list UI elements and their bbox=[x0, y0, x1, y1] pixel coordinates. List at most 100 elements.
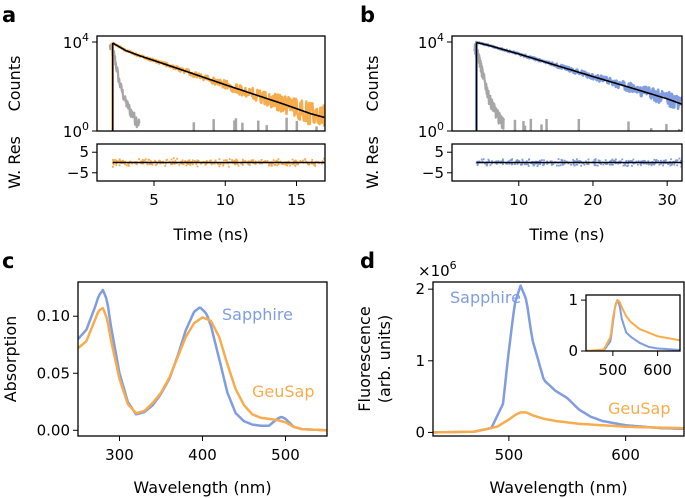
panel-b-residual-point bbox=[578, 160, 581, 162]
panel-a-residual-point bbox=[182, 163, 185, 166]
panel-a-residual-point bbox=[247, 163, 250, 165]
panel-b-ytick-label-base: 10 bbox=[418, 34, 437, 52]
panel-a-residual-point bbox=[115, 164, 118, 166]
panel-b-residual-point bbox=[676, 159, 679, 162]
panel-b-residual-point bbox=[671, 163, 673, 165]
panel-b-residual-point bbox=[614, 162, 617, 165]
panel-a-ytick-label-exp: 4 bbox=[82, 31, 89, 44]
panel-b-residual-point bbox=[647, 160, 650, 163]
panel-b-residual-point bbox=[625, 160, 628, 162]
panel-a-residual-point bbox=[276, 164, 279, 167]
panel-a-residual-point bbox=[231, 160, 234, 163]
panel-b-residual-point bbox=[593, 158, 596, 161]
panel-b-residual-point bbox=[673, 163, 676, 166]
panel-b-residual-point bbox=[626, 165, 628, 167]
panel-d-series-geusap bbox=[433, 411, 684, 434]
panel-b-residual-point bbox=[653, 158, 656, 161]
panel-a-residual-point bbox=[135, 163, 138, 166]
panel-b-residual-point bbox=[664, 159, 667, 162]
panel-a-residual-point bbox=[284, 163, 287, 166]
panel-b-residual-point bbox=[574, 160, 577, 163]
panel-c-xtick-label: 400 bbox=[188, 446, 217, 464]
panel-b-residual-point bbox=[678, 157, 681, 160]
panel-b-residual-frame bbox=[451, 143, 683, 182]
panel-b-residual-point bbox=[514, 160, 517, 163]
panel-a-residual-point bbox=[131, 162, 133, 165]
panel-a-residual-point bbox=[176, 157, 179, 160]
panel-a-residual-point bbox=[196, 165, 199, 168]
panel-b-residual-point bbox=[536, 165, 539, 168]
panel-b-residual-point bbox=[650, 164, 653, 167]
panel-a-residual-point bbox=[218, 158, 221, 161]
panel-b-residual-point bbox=[543, 159, 545, 162]
panel-a-res-ylabel: W. Res bbox=[5, 136, 24, 189]
panel-b-residual-point bbox=[585, 160, 587, 163]
panel-b-residual-point bbox=[631, 160, 633, 162]
panel-a-residual-point bbox=[146, 163, 149, 166]
panel-b-residual-point bbox=[525, 160, 528, 163]
panel-a-residual-point bbox=[236, 159, 239, 162]
panel-a-residual-point bbox=[143, 159, 146, 162]
panel-a-residual-point bbox=[181, 162, 184, 165]
panel-b-residual-point bbox=[669, 164, 672, 167]
panel-d-legend-geusap: GeuSap bbox=[608, 399, 671, 418]
panel-b-residual-point bbox=[476, 164, 479, 167]
panel-a-residual-point bbox=[223, 159, 225, 162]
panel-b-irf-line bbox=[473, 43, 505, 130]
panel-a-residual-point bbox=[162, 160, 164, 163]
panel-b-residual-point bbox=[577, 160, 580, 162]
panel-a-residual-point bbox=[166, 158, 168, 161]
panel-d-xtick-label: 500 bbox=[495, 446, 524, 464]
panel-b-residual-point bbox=[585, 162, 588, 165]
panel-b-residual-point bbox=[541, 159, 543, 162]
panel-a-ytick-label-exp: 0 bbox=[82, 120, 89, 133]
panel-b-residual-point bbox=[527, 165, 530, 167]
panel-a-residual-point bbox=[258, 162, 261, 165]
panel-a-residual-point bbox=[118, 164, 121, 167]
panel-b-residual-point bbox=[670, 158, 672, 161]
panel-b-residual-point bbox=[489, 164, 492, 166]
panel-b-residual-point bbox=[594, 159, 597, 162]
panel-b-residual-point bbox=[660, 162, 663, 165]
panel-a-residual-point bbox=[124, 160, 126, 163]
panel-b-residual-point bbox=[516, 159, 519, 161]
panel-b-residual-point bbox=[624, 164, 626, 167]
panel-a-residual-point bbox=[314, 162, 316, 165]
panel-b-residual-point bbox=[622, 164, 625, 167]
panel-a-residual-point bbox=[312, 162, 315, 165]
panel-a-residual-point bbox=[149, 160, 152, 162]
panel-a-residual-point bbox=[205, 160, 208, 162]
panel-a-residual-point bbox=[113, 160, 115, 163]
panel-b-res-ytick-label: 5 bbox=[434, 143, 444, 161]
panel-b-residual-point bbox=[572, 163, 575, 166]
panel-c-ytick-label: 0.10 bbox=[37, 307, 70, 325]
panel-b-residual-point bbox=[572, 162, 575, 165]
panel-a-residual-point bbox=[205, 163, 207, 165]
panel-a-residual-point bbox=[216, 162, 219, 165]
panel-a-residual-point bbox=[156, 163, 158, 165]
panel-a-residual-point bbox=[187, 159, 190, 162]
panel-b-residual-point bbox=[532, 164, 535, 167]
panel-b-residual-point bbox=[614, 158, 617, 161]
panel-b-residual-point bbox=[501, 159, 504, 161]
panel-a-fit-line bbox=[112, 42, 325, 119]
panel-a-residual-point bbox=[210, 163, 213, 166]
panel-b-fit-line bbox=[476, 41, 682, 105]
panel-b-residual-point bbox=[675, 159, 678, 162]
panel-a-residual-point bbox=[305, 160, 308, 163]
panel-a-ytick-label-base: 10 bbox=[63, 34, 82, 52]
panel-a-residual-point bbox=[271, 164, 273, 167]
panel-b-residual-point bbox=[621, 158, 624, 161]
panel-a-residual-point bbox=[140, 162, 143, 165]
panel-b-residual-point bbox=[587, 163, 590, 166]
panel-b-residual-point bbox=[587, 158, 590, 161]
panel-a-residual-point bbox=[292, 162, 295, 165]
panel-d-ytick-label: 1 bbox=[415, 352, 425, 370]
panel-a-residual-frame bbox=[96, 143, 326, 182]
panel-a-residual-point bbox=[114, 159, 117, 161]
panel-b-residual-point bbox=[563, 162, 566, 165]
panel-a-residual-point bbox=[178, 163, 181, 166]
panel-a-residual-point bbox=[112, 159, 114, 161]
panel-a-irf-line bbox=[108, 43, 141, 129]
